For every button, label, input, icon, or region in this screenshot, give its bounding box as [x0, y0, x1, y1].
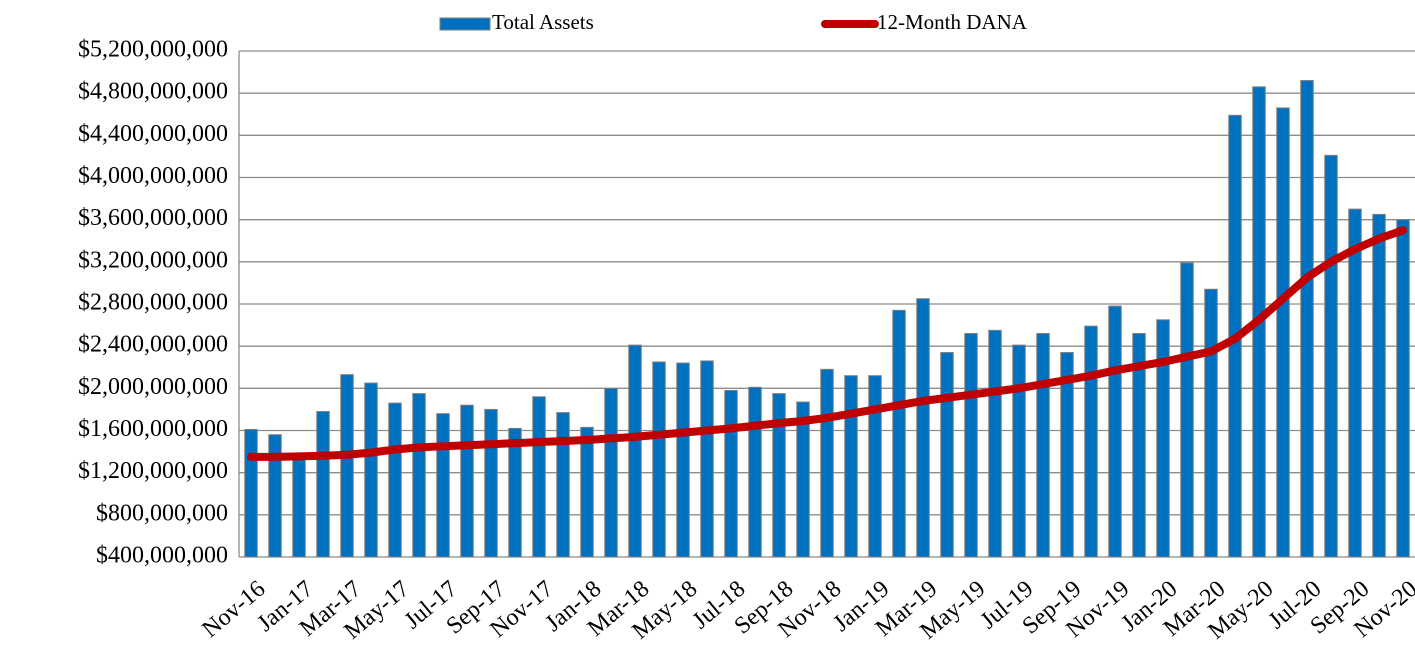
- bar: [1108, 305, 1122, 558]
- bar: [1156, 319, 1170, 558]
- bar: [820, 368, 834, 558]
- y-tick-label: $400,000,000: [96, 543, 228, 569]
- bar: [964, 333, 978, 558]
- legend-swatch: [439, 17, 491, 31]
- bar: [652, 361, 666, 558]
- bar: [700, 360, 714, 558]
- bar: [388, 402, 402, 558]
- bar: [772, 393, 786, 558]
- bar: [1036, 333, 1050, 558]
- bar: [724, 389, 738, 558]
- y-tick-label: $3,200,000,000: [78, 247, 228, 273]
- y-tick-label: $1,600,000,000: [78, 416, 228, 442]
- bar: [244, 428, 258, 558]
- y-tick-label: $2,400,000,000: [78, 332, 228, 358]
- y-tick-label: $5,200,000,000: [78, 37, 228, 63]
- bar: [1396, 219, 1410, 558]
- bar: [868, 375, 882, 558]
- bar: [436, 413, 450, 558]
- bar: [940, 351, 954, 558]
- bar: [628, 344, 642, 558]
- bar: [1324, 154, 1338, 558]
- legend-label: 12-Month DANA: [877, 10, 1028, 34]
- bar: [316, 411, 330, 558]
- line: [247, 226, 1407, 461]
- y-tick-label: $1,200,000,000: [78, 458, 228, 484]
- bar: [364, 382, 378, 558]
- bar: [556, 412, 570, 558]
- legend-label: Total Assets: [492, 10, 594, 34]
- y-tick-label: $4,400,000,000: [78, 121, 228, 147]
- bar: [1372, 213, 1386, 558]
- bar: [508, 427, 522, 558]
- bar: [1084, 325, 1098, 558]
- bar: [340, 374, 354, 558]
- bar: [844, 375, 858, 558]
- bar: [1180, 262, 1194, 558]
- bar: [460, 404, 474, 558]
- bar: [292, 456, 306, 558]
- bar: [412, 393, 426, 558]
- bar: [580, 426, 594, 558]
- bar: [796, 401, 810, 558]
- bar: [676, 362, 690, 558]
- bar: [1300, 80, 1314, 558]
- bar: [1348, 208, 1362, 558]
- bar: [1012, 344, 1026, 558]
- y-tick-label: $2,800,000,000: [78, 290, 228, 316]
- y-tick-label: $4,000,000,000: [78, 163, 228, 189]
- bar: [532, 396, 546, 558]
- bar: [1204, 288, 1218, 558]
- bar: [988, 329, 1002, 558]
- bar: [484, 408, 498, 558]
- bar: [268, 434, 282, 558]
- y-tick-label: $3,600,000,000: [78, 205, 228, 231]
- bar: [916, 298, 930, 558]
- bar: [1276, 107, 1290, 558]
- bar: [1060, 351, 1074, 558]
- x-tick-label: Nov-16: [198, 576, 271, 643]
- y-tick-label: $2,000,000,000: [78, 374, 228, 400]
- y-tick-label: $800,000,000: [96, 500, 228, 526]
- y-tick-label: $4,800,000,000: [78, 79, 228, 105]
- bar: [892, 309, 906, 558]
- bar: [1132, 333, 1146, 558]
- bar: [748, 386, 762, 558]
- bar: [604, 387, 618, 558]
